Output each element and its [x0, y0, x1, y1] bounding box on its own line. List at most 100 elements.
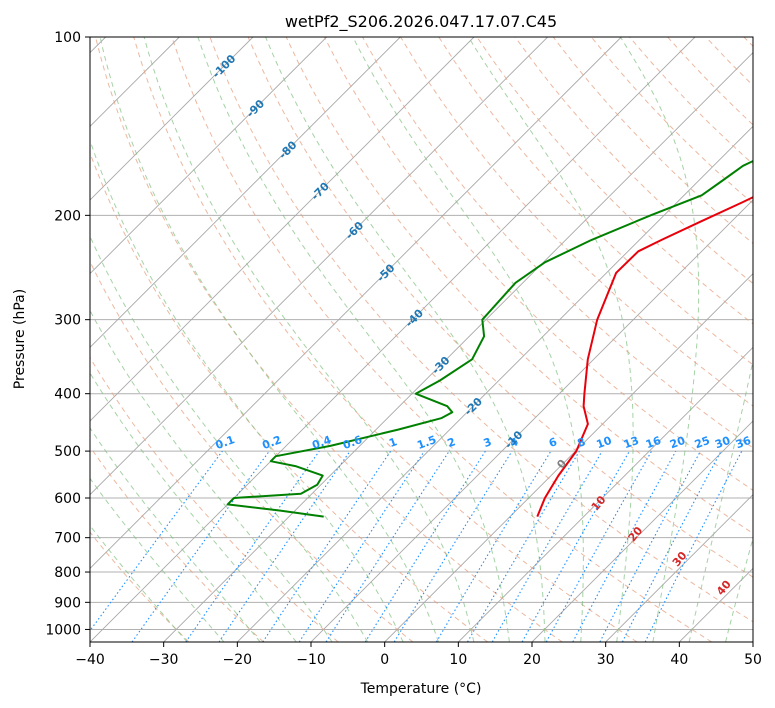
- mixing-ratio-label: 20: [668, 434, 687, 452]
- mixing-ratio-label: 30: [713, 434, 732, 452]
- x-tick-label: 20: [523, 652, 541, 668]
- mixing-ratio-label: 8: [576, 435, 588, 450]
- isotherm-line: [90, 37, 622, 569]
- tick-layer: −40 −30 −20 −10 0 10 20 30 40 50 1000 900 800 700 600 5…: [45, 30, 762, 668]
- dry-adiabat-line: [90, 356, 339, 642]
- y-tick-label: 300: [54, 313, 81, 329]
- moist-adiabat-line: [90, 309, 333, 642]
- mixing-ratio-line: [131, 450, 270, 642]
- isotherm-line: [605, 494, 753, 642]
- y-tick-label: 600: [54, 491, 81, 507]
- x-tick-label: 40: [670, 652, 688, 668]
- chart-title: wetPf2_S206.2026.047.17.07.C45: [285, 12, 557, 32]
- moist-adiabat-line: [90, 371, 297, 642]
- profile-layer: [226, 159, 753, 518]
- dry-adiabat-line: [171, 37, 712, 642]
- moist-adiabat-line: [197, 37, 510, 642]
- x-tick-label: 50: [744, 652, 762, 668]
- moist-adiabat-line: [467, 37, 634, 642]
- mixing-ratio-label: 16: [644, 434, 663, 452]
- y-tick-label: 500: [54, 444, 81, 460]
- mixing-ratio-label: 10: [595, 434, 614, 452]
- x-tick-label: −40: [75, 652, 105, 668]
- x-tick-label: 0: [380, 652, 389, 668]
- mixing-ratio-label: 36: [734, 434, 753, 452]
- dry-adiabat-line: [133, 37, 638, 642]
- isotherm-line: [384, 273, 753, 642]
- mixing-ratio-label: 4: [508, 435, 520, 450]
- temperature-profile-line: [536, 196, 753, 517]
- isotherm-line: [90, 37, 475, 422]
- mixing-ratio-line: [393, 450, 513, 642]
- y-tick-label: 900: [54, 595, 81, 611]
- moist-adiabat-line: [99, 37, 439, 642]
- y-tick-label: 800: [54, 565, 81, 581]
- dry-adiabat-line: [90, 260, 414, 642]
- moist-adiabat-line: [352, 37, 584, 642]
- dry-adiabat-line: [362, 37, 753, 449]
- mixing-ratio-label: 2: [446, 435, 458, 450]
- mixing-ratio-line: [185, 450, 320, 642]
- y-tick-label: 700: [54, 531, 81, 547]
- x-axis-title: Temperature (°C): [360, 681, 482, 697]
- plot-frame: [89, 36, 754, 643]
- isotherm-line: [752, 641, 753, 642]
- mixing-ratio-label: 6: [547, 435, 559, 450]
- dry-adiabat-line: [90, 531, 190, 642]
- isotherm-line: [90, 37, 548, 496]
- mixing-ratio-label: 25: [693, 434, 712, 451]
- mixing-ratio-line: [572, 450, 677, 642]
- isotherm-line: [163, 52, 753, 642]
- mixing-ratio-line: [521, 450, 630, 642]
- dry-adiabat-line: [514, 37, 753, 285]
- x-tick-label: 30: [597, 652, 615, 668]
- x-tick-label: −30: [149, 652, 179, 668]
- moist-adiabat-line: [90, 138, 404, 642]
- y-tick-label: 100: [54, 30, 81, 46]
- dry-adiabat-line: [90, 445, 264, 642]
- moist-adiabat-line: [725, 536, 753, 642]
- mixing-ratio-line: [325, 450, 450, 642]
- mixing-ratio-line: [644, 450, 743, 642]
- isotherm-line: [237, 125, 753, 642]
- mixing-ratio-label: 0.4: [310, 433, 333, 452]
- mixing-ratio-label: 1: [387, 435, 399, 450]
- y-tick-label: 200: [54, 208, 81, 224]
- isotherm-line: [90, 37, 327, 275]
- plot-background: [90, 37, 753, 642]
- mixing-ratio-label: 1.5: [415, 433, 438, 452]
- y-axis-title: Pressure (hPa): [12, 289, 28, 389]
- mixing-ratio-label: 0.1: [214, 433, 237, 452]
- mixing-ratio-label: 0.2: [260, 433, 283, 452]
- moist-adiabat-line: [619, 37, 700, 642]
- mixing-ratio-label: 0.6: [341, 433, 364, 452]
- dry-adiabat-line: [90, 151, 488, 642]
- isotherm-line: [90, 37, 254, 201]
- x-tick-label: −20: [223, 652, 253, 668]
- x-tick-label: −10: [296, 652, 326, 668]
- dry-adiabat-line: [400, 37, 753, 407]
- dewpoint-profile-line: [226, 159, 753, 518]
- y-tick-label: 400: [54, 387, 81, 403]
- mixing-ratio-line: [218, 450, 351, 642]
- moist-adiabat-line: [143, 37, 475, 642]
- isotherm-line: [90, 37, 696, 642]
- dry-adiabat-line: [247, 37, 753, 578]
- isotherm-line: [458, 346, 753, 642]
- dry-adiabat-line: [95, 37, 563, 642]
- mixing-ratio-label: 13: [622, 434, 641, 451]
- isotherm-line: [531, 420, 753, 642]
- moist-adiabat-line: [688, 358, 753, 642]
- dry-adiabat-line: [209, 37, 753, 623]
- mixing-ratio-line: [90, 450, 223, 632]
- mixing-ratio-label: 3: [482, 435, 494, 450]
- y-tick-label: 1000: [45, 622, 81, 638]
- x-tick-label: 10: [449, 652, 467, 668]
- moist-adiabat-line: [90, 235, 369, 642]
- background-lines: [90, 37, 753, 642]
- isotherm-line: [90, 37, 401, 348]
- mixing-ratio-line: [262, 450, 392, 642]
- mixing-ratio-line: [298, 450, 425, 642]
- mixing-ratio-line: [545, 450, 653, 642]
